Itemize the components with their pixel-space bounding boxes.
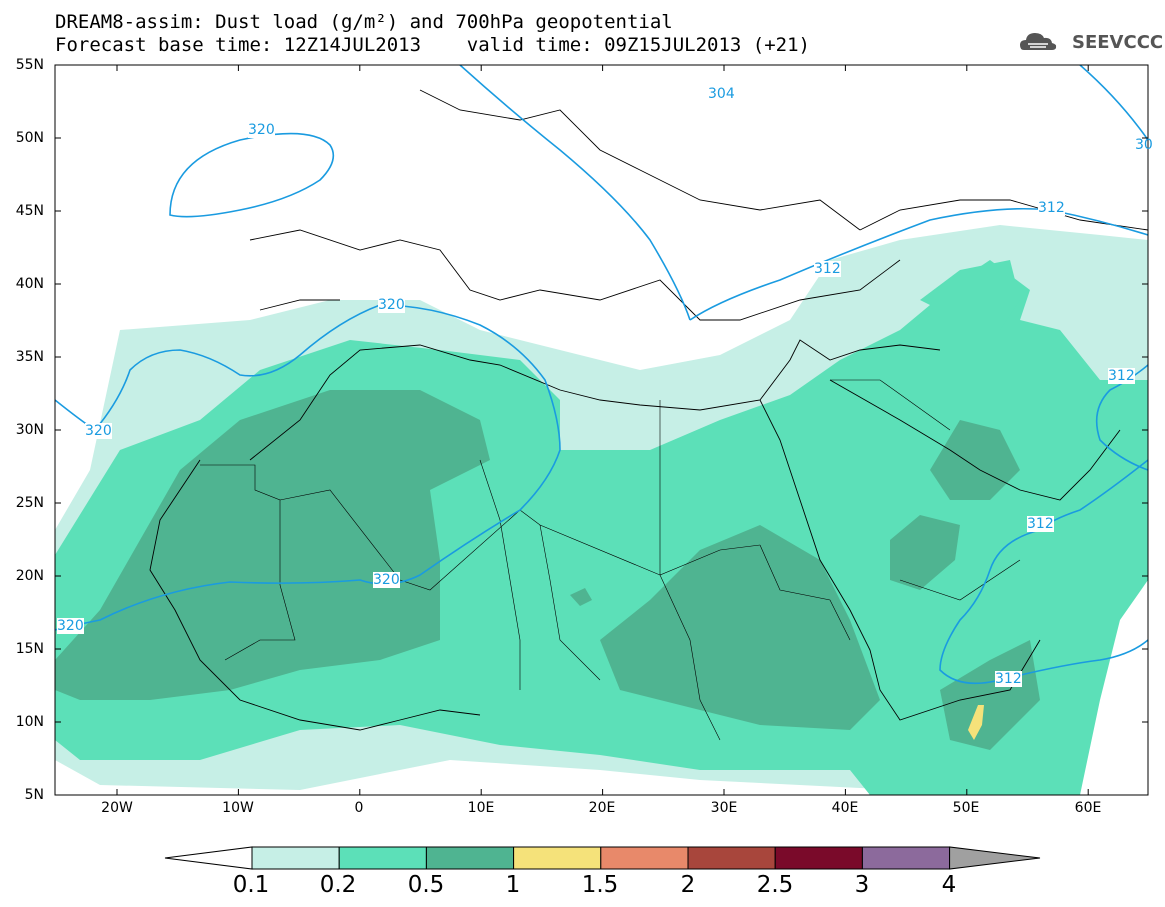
lat-label: 20N [15, 568, 44, 584]
colorbar-swatch [687, 846, 776, 870]
colorbar-label: 3 [854, 872, 870, 898]
contour-304 [459, 65, 691, 321]
lat-label: 40N [15, 276, 44, 292]
lon-label: 20E [588, 800, 616, 816]
contour-label: 320 [85, 423, 112, 439]
map-title: DREAM8-assim: Dust load (g/m²) and 700hP… [55, 11, 673, 33]
lon-label: 40E [831, 800, 859, 816]
lat-label: 55N [15, 57, 44, 73]
cloud-icon [1020, 33, 1057, 50]
lon-label: 50E [952, 800, 980, 816]
lon-label: 60E [1074, 800, 1102, 816]
contour-320-west [169, 132, 335, 218]
lat-label: 35N [15, 349, 44, 365]
lat-label: 5N [24, 787, 44, 803]
contour-label: 304 [708, 86, 735, 102]
contour-label: 320 [248, 122, 275, 138]
colorbar-swatch [600, 846, 689, 870]
colorbar-swatch [774, 846, 863, 870]
lon-label: 10E [467, 800, 495, 816]
lat-label: 15N [15, 641, 44, 657]
contour-320-south [55, 304, 561, 631]
colorbar-label: 4 [941, 872, 957, 898]
colorbar-label: 0.2 [319, 872, 357, 898]
colorbar-below-arrow [164, 846, 253, 870]
lat-label: 30N [15, 422, 44, 438]
contour-label: 312 [1108, 368, 1135, 384]
dust-shade-0.5 [55, 390, 490, 700]
lon-label: 30E [710, 800, 738, 816]
lat-label: 45N [15, 203, 44, 219]
contour-label: 312 [1027, 516, 1054, 532]
colorbar-swatch [861, 846, 951, 870]
colorbar-swatch [425, 846, 515, 870]
country-borders [200, 464, 296, 661]
brand-logo: SEEVCCC [1072, 32, 1164, 53]
colorbar-swatch [513, 846, 602, 870]
lon-label: 10W [222, 800, 254, 816]
colorbar-above-arrow [949, 846, 1041, 870]
map-subtitle: Forecast base time: 12Z14JUL2013 valid t… [55, 34, 810, 56]
colorbar-label: 1 [505, 872, 521, 898]
contour-label: 312 [1038, 200, 1065, 216]
colorbar-label: 1.5 [581, 872, 619, 898]
contour-label: 312 [814, 261, 841, 277]
contour-label: 30 [1135, 137, 1153, 153]
coastline [249, 339, 941, 461]
dust-shade-1 [968, 705, 984, 740]
lat-label: 50N [15, 130, 44, 146]
colorbar-label: 0.1 [232, 872, 270, 898]
contour-label: 320 [373, 572, 400, 588]
colorbar [164, 846, 1041, 870]
contour-label: 320 [378, 297, 405, 313]
lon-label: 20W [101, 800, 133, 816]
colorbar-label: 0.5 [407, 872, 445, 898]
colorbar-swatch [338, 846, 427, 870]
colorbar-label: 2.5 [756, 872, 794, 898]
colorbar-swatch [251, 846, 340, 870]
contour-label: 320 [57, 618, 84, 634]
lat-label: 25N [15, 495, 44, 511]
colorbar-label: 2 [680, 872, 696, 898]
lat-label: 10N [15, 714, 44, 730]
lon-label: 0 [354, 800, 364, 816]
contour-label: 312 [995, 671, 1022, 687]
